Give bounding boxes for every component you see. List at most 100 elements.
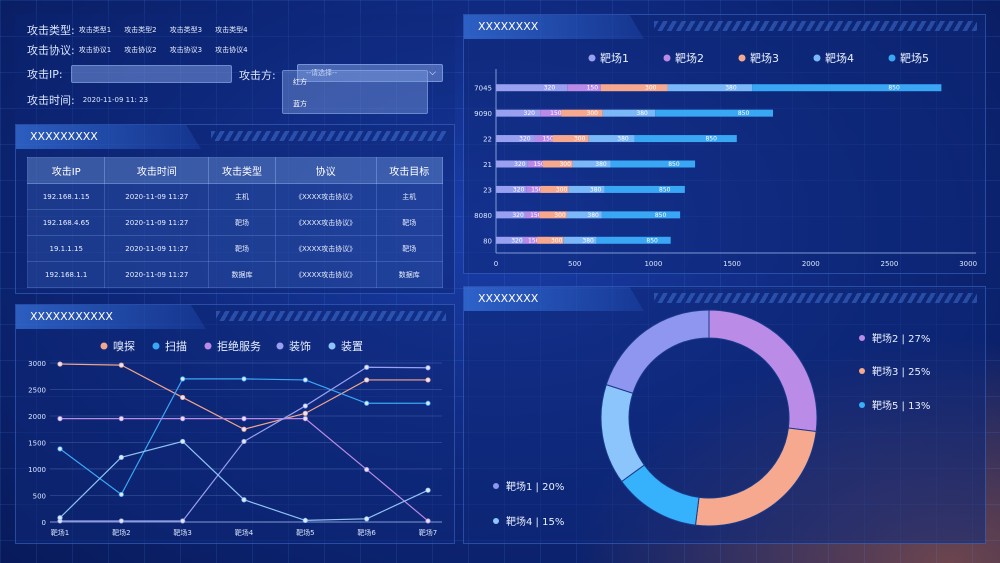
data-point: [302, 410, 308, 416]
line-chart-panel: XXXXXXXXXXX 嗅探 扫描 拒绝服务 装饰 装置 0 500 1000 1500 2000…: [15, 304, 455, 544]
time-value[interactable]: 2020-11-09 11: 23: [82, 96, 149, 104]
bar-value-label: 150: [587, 85, 599, 92]
bar-segment: [561, 109, 603, 117]
protocol-option[interactable]: 攻击协议3: [169, 46, 203, 54]
data-point: [241, 438, 247, 445]
bar-segment: [534, 135, 553, 143]
x-tick-label: 3000: [959, 260, 977, 268]
data-point: [57, 416, 63, 422]
attack-type-option[interactable]: 攻击类型2: [124, 26, 157, 34]
bar-chart: 靶场1 靶场2 靶场3 靶场4 靶场5 0 500 1000 1500 2000 2500 3000 8…: [474, 51, 977, 268]
x-tick-label: 0: [494, 260, 498, 268]
side-option-blue[interactable]: 蓝方: [293, 100, 307, 108]
protocol-option[interactable]: 攻击协议1: [78, 46, 112, 54]
data-point: [364, 400, 370, 406]
y-tick-label: 80: [483, 237, 492, 245]
bar-value-label: 320: [511, 237, 523, 244]
legend-marker: [813, 54, 821, 62]
data-point: [180, 376, 186, 382]
side-select[interactable]: --请选择-- ⌵: [297, 64, 443, 82]
attack-type-option[interactable]: 攻击类型3: [169, 26, 203, 34]
data-point: [302, 403, 308, 409]
bar-value-label: 850: [738, 110, 750, 117]
donut-slice: [605, 309, 710, 394]
legend-label: 靶场2: [675, 51, 704, 65]
ip-input[interactable]: [70, 65, 232, 83]
data-point: [425, 518, 431, 524]
slice-label: 靶场4 | 15%: [506, 515, 564, 528]
legend-label: 拒绝服务: [217, 339, 261, 353]
table-row[interactable]: 19.1.1.15 2020-11-09 11:27 靶场 《XXXX攻击协议》…: [26, 235, 443, 262]
column-header[interactable]: 攻击类型: [208, 157, 276, 184]
table-row[interactable]: 192.168.1.1 2020-11-09 11:27 数据库 《XXXX攻击…: [26, 261, 443, 288]
slice-label: 靶场5 | 13%: [872, 399, 930, 412]
table-panel: XXXXXXXXX 攻击IP 攻击时间 攻击类型 协议 攻击目标 192.168…: [15, 124, 455, 294]
bar-value-label: 320: [513, 186, 525, 193]
bar-value-label: 300: [645, 85, 657, 92]
ip-row: 攻击IP:: [27, 65, 232, 83]
bar-value-label: 380: [617, 136, 629, 143]
y-tick-label: 9090: [474, 110, 492, 118]
bar-segment: [496, 211, 526, 219]
bar-value-label: 300: [554, 212, 566, 219]
bar-value-label: 150: [550, 110, 562, 117]
column-header[interactable]: 协议: [274, 157, 377, 184]
column-header[interactable]: 攻击IP: [26, 157, 106, 184]
legend-marker: [888, 54, 896, 62]
side-option-red[interactable]: 红方: [293, 78, 307, 86]
data-point: [425, 377, 431, 383]
slice-marker: [859, 402, 865, 408]
donut-slice: [600, 383, 645, 483]
table-cell: 靶场: [375, 235, 443, 262]
data-point: [241, 497, 247, 503]
legend-marker: [276, 342, 284, 350]
y-tick-label: 2000: [28, 413, 46, 421]
table-cell: 192.168.1.1: [26, 261, 106, 288]
attack-type-option[interactable]: 攻击类型4: [215, 26, 248, 34]
title-decoration: [654, 293, 977, 303]
bar-segment: [496, 135, 535, 143]
table-row[interactable]: 192.168.4.65 2020-11-09 11:27 靶场 《XXXX攻击…: [26, 209, 443, 236]
legend-marker: [328, 342, 336, 350]
bar-segment: [752, 84, 942, 92]
table-row[interactable]: 192.168.1.15 2020-11-09 11:27 主机 《XXXX攻击…: [26, 183, 443, 210]
bar-value-label: 850: [655, 212, 667, 219]
x-tick-label: 500: [568, 260, 581, 268]
data-point: [364, 377, 370, 383]
bar-value-label: 380: [595, 161, 607, 168]
x-tick-label: 靶场7: [419, 528, 437, 537]
column-header[interactable]: 攻击时间: [104, 157, 210, 184]
bar-value-label: 320: [512, 212, 524, 219]
bar-segment: [568, 185, 605, 193]
table-cell: 2020-11-09 11:27: [104, 183, 210, 210]
protocol-option[interactable]: 攻击协议2: [124, 46, 157, 54]
data-point: [180, 518, 186, 524]
time-label: 攻击时间:: [27, 94, 75, 107]
bar-value-label: 320: [519, 136, 531, 143]
slice-marker: [493, 483, 499, 489]
bar-value-label: 300: [551, 237, 563, 244]
column-header[interactable]: 攻击目标: [375, 157, 443, 184]
data-point: [180, 394, 186, 401]
data-point: [57, 446, 63, 452]
data-point: [57, 361, 63, 367]
y-tick-label: 7045: [474, 85, 492, 93]
bar-segment: [601, 211, 681, 219]
bar-segment: [540, 109, 562, 117]
bar-value-label: 300: [587, 110, 599, 117]
bar-panel-title: XXXXXXXX: [464, 15, 644, 39]
series-line: [59, 440, 429, 522]
donut-slice: [620, 464, 700, 526]
bar-segment: [527, 160, 543, 168]
protocol-option[interactable]: 攻击协议4: [215, 46, 248, 54]
legend-label: 扫描: [165, 339, 187, 353]
legend-label: 靶场4: [825, 51, 854, 65]
data-point: [118, 518, 124, 524]
legend-label: 靶场1: [600, 51, 629, 65]
bar-segment: [496, 109, 541, 117]
y-tick-label: 1500: [28, 440, 46, 448]
y-tick-label: 22: [483, 136, 492, 144]
data-point: [425, 487, 431, 493]
attack-type-option[interactable]: 攻击类型1: [78, 26, 112, 34]
table-cell: 数据库: [208, 261, 276, 288]
